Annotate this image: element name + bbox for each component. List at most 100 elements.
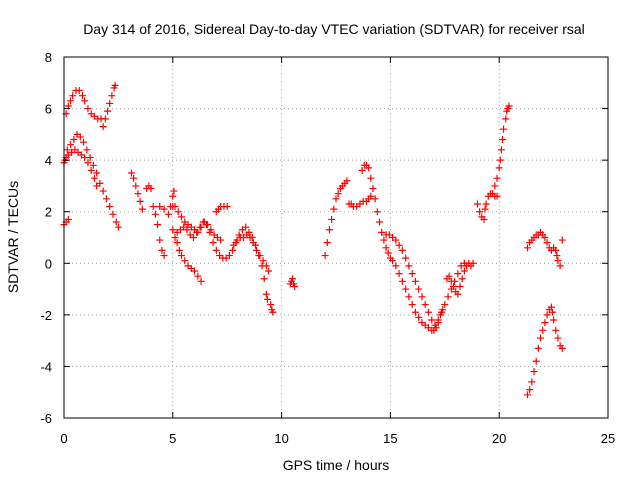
data-point (528, 378, 536, 386)
data-point (332, 195, 340, 203)
data-point (99, 123, 107, 131)
data-point (454, 290, 462, 298)
data-point (463, 262, 471, 270)
data-points (60, 81, 566, 399)
data-point (415, 313, 423, 321)
data-point (196, 223, 204, 231)
data-point (149, 203, 157, 211)
data-point (392, 236, 400, 244)
data-point (229, 246, 237, 254)
data-point (76, 133, 84, 141)
x-tick-label: 0 (60, 431, 67, 446)
data-point (151, 210, 159, 218)
data-point (160, 205, 168, 213)
data-point (249, 239, 257, 247)
data-point (78, 92, 86, 100)
y-tick-label: -6 (40, 411, 52, 426)
y-tick-label: 4 (45, 153, 52, 168)
series-track-j (230, 231, 273, 275)
data-point (265, 267, 273, 275)
data-point (431, 321, 439, 329)
data-point (405, 293, 413, 301)
data-point (367, 174, 375, 182)
data-point (323, 239, 331, 247)
data-point (415, 285, 423, 293)
data-point (505, 102, 513, 110)
data-point (183, 226, 191, 234)
y-tick-label: -2 (40, 308, 52, 323)
data-point (380, 236, 388, 244)
data-point (411, 277, 419, 285)
data-point (343, 177, 351, 185)
data-point (253, 246, 261, 254)
x-tick-label: 25 (601, 431, 615, 446)
data-point (93, 182, 101, 190)
data-point (434, 316, 442, 324)
data-point (89, 161, 97, 169)
data-point (138, 205, 146, 213)
data-point (171, 234, 179, 241)
data-point (543, 239, 551, 247)
data-point (75, 87, 83, 95)
data-point (556, 262, 564, 270)
series-track-b (60, 146, 101, 190)
data-point (109, 210, 117, 218)
data-point (495, 164, 503, 172)
data-point (539, 326, 547, 334)
data-point (378, 228, 386, 236)
data-point (206, 228, 214, 236)
data-point (81, 154, 89, 162)
data-point (358, 166, 366, 174)
data-point (225, 252, 233, 260)
data-point (450, 282, 458, 290)
data-point (160, 252, 168, 260)
data-point (473, 200, 481, 208)
data-point (482, 200, 490, 208)
y-tick-label: 6 (45, 102, 52, 117)
data-point (398, 246, 406, 254)
x-tick-label: 10 (274, 431, 288, 446)
data-point (194, 272, 202, 280)
data-point (543, 311, 551, 319)
data-point (445, 272, 453, 280)
data-point (263, 295, 271, 303)
data-point (230, 241, 238, 249)
data-point (209, 239, 217, 247)
data-point (549, 308, 557, 316)
data-point (365, 164, 373, 172)
data-point (80, 138, 88, 146)
series-track-c (62, 81, 119, 131)
data-point (444, 293, 452, 301)
data-point (130, 174, 138, 182)
data-point (242, 223, 250, 231)
data-point (552, 326, 560, 334)
data-point (408, 301, 416, 309)
series-track-q (473, 190, 501, 223)
data-point (558, 236, 566, 244)
data-point (460, 267, 468, 275)
data-point (156, 236, 164, 244)
data-point (136, 197, 144, 205)
data-point (395, 270, 403, 278)
data-point (476, 208, 484, 216)
data-point (447, 277, 455, 285)
data-point (558, 344, 566, 352)
data-point (114, 223, 122, 231)
data-point (262, 262, 270, 270)
data-point (554, 257, 562, 265)
x-tick-label: 15 (383, 431, 397, 446)
series-track-d (127, 169, 155, 213)
data-point (382, 244, 390, 252)
data-point (428, 316, 436, 324)
data-point (411, 308, 419, 316)
series-track-a (60, 130, 122, 231)
x-axis-label: GPS time / hours (283, 457, 390, 473)
data-point (181, 257, 189, 265)
x-tick-label: 5 (169, 431, 176, 446)
data-point (500, 125, 508, 133)
series-track-s (523, 228, 566, 270)
data-point (532, 357, 540, 365)
data-point (171, 203, 179, 211)
data-point (269, 308, 277, 316)
data-point (70, 136, 78, 144)
